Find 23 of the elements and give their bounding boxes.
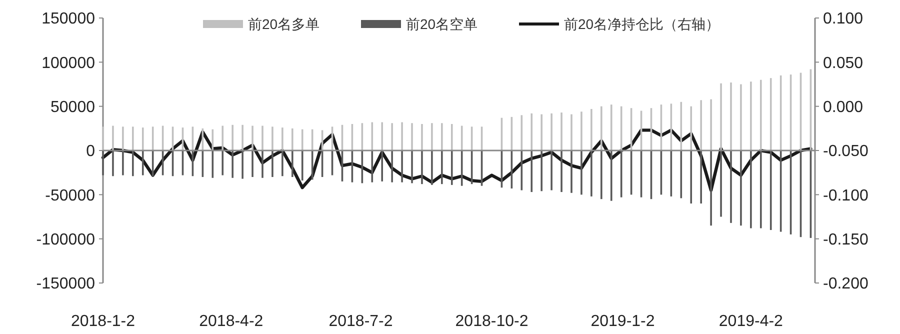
y-tick-label: -50000 [45, 187, 96, 204]
y2-tick-label: -0.100 [823, 187, 868, 204]
legend-label: 前20名空单 [406, 16, 478, 32]
y2-tick-label: 0.000 [823, 98, 864, 116]
x-tick-label: 2018-4-2 [199, 313, 264, 330]
y-tick-label: -100000 [36, 231, 96, 248]
y2-tick-label: -0.050 [823, 143, 868, 160]
x-tick-label: 2019-1-2 [590, 313, 655, 330]
y-tick-label: 0 [86, 143, 96, 160]
x-tick-label: 2018-1-2 [70, 313, 136, 330]
y-tick-label: -150000 [36, 276, 96, 293]
y-tick-label: 100000 [42, 54, 96, 72]
legend-label: 前20名多单 [248, 16, 320, 32]
y2-tick-label: 0.100 [823, 10, 864, 28]
y-tick-label: 150000 [42, 10, 96, 28]
y-tick-label: 50000 [50, 98, 96, 116]
y2-tick-label: -0.200 [823, 276, 868, 293]
x-tick-label: 2019-4-2 [718, 313, 784, 330]
legend-label: 前20名净持仓比（右轴） [564, 16, 720, 32]
x-tick-label: 2018-10-2 [455, 313, 528, 330]
y2-tick-label: 0.050 [823, 54, 864, 72]
y2-tick-label: -0.150 [823, 231, 868, 248]
x-tick-label: 2018-7-2 [328, 313, 393, 330]
